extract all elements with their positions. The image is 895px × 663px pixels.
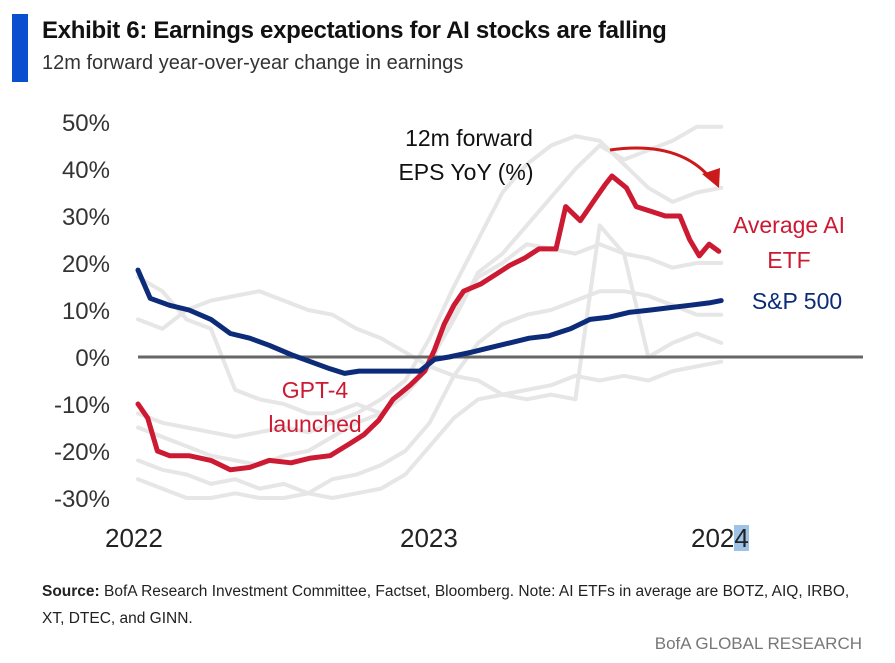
legend-label-sp500: S&P 500 [752,288,842,314]
series-line-grey-constituent [136,359,724,500]
text-selection-highlight [734,525,749,551]
main-series-lines [135,173,724,473]
y-axis-ticks: 50% 40% 30% 20% 10% 0% -10% -20% -30% [54,110,110,513]
y-tick-label: 50% [62,110,110,137]
series-line-average-ai-etf [135,173,722,473]
y-tick-label: 30% [62,204,110,231]
y-tick-label: 0% [75,345,110,372]
legend-label-ai-etf-line2: ETF [767,247,810,273]
annotation-gpt4-line2: launched [268,411,361,437]
chart-title: Exhibit 6: Earnings expectations for AI … [42,17,667,44]
annotation-gpt4-line1: GPT-4 [282,377,349,403]
chart-subtitle: 12m forward year-over-year change in ear… [42,52,464,74]
title-accent-bar [12,14,28,82]
y-tick-label: 20% [62,251,110,278]
falling-arrow-head [702,168,720,188]
x-tick-2024: 2024 [691,523,749,553]
annotation-metric-line2: EPS YoY (%) [398,159,533,185]
falling-arrow-curve [609,146,714,181]
brand-footer: BofA GLOBAL RESEARCH [654,634,862,653]
y-tick-label: 40% [62,157,110,184]
series-line-grey-constituent [136,134,724,439]
annotation-metric-line1: 12m forward [405,125,533,151]
source-label: Source: [42,583,100,600]
y-tick-label: -30% [54,486,110,513]
series-line-grey-constituent [136,289,724,496]
source-note: Source: BofA Research Investment Committ… [42,578,862,632]
y-tick-label: -10% [54,392,110,419]
y-tick-label: 10% [62,298,110,325]
series-line-sp500 [135,267,724,376]
x-tick-2022: 2022 [105,523,163,553]
y-tick-label: -20% [54,439,110,466]
legend-label-ai-etf-line1: Average AI [733,212,845,238]
x-tick-2023: 2023 [400,523,458,553]
source-text: BofA Research Investment Committee, Fact… [42,583,850,627]
